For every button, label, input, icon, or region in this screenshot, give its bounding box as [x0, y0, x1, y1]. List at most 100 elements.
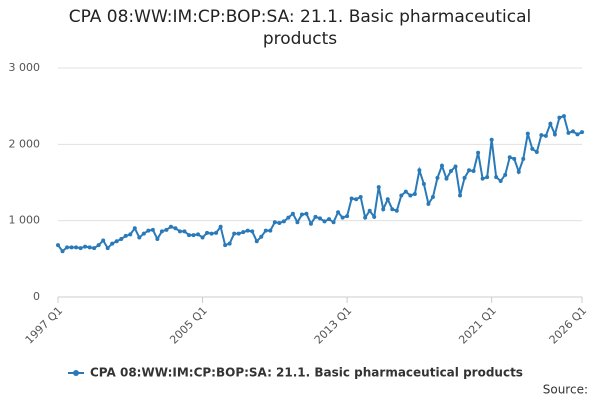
legend-marker: [73, 370, 79, 376]
point: [458, 193, 463, 198]
chart-title: CPA 08:WW:IM:CP:BOP:SA: 21.1. Basic phar…: [68, 7, 532, 49]
source: Source:: [543, 383, 588, 397]
point: [313, 214, 318, 219]
point: [128, 232, 133, 237]
point: [146, 228, 151, 233]
point: [137, 235, 142, 240]
point: [426, 201, 431, 206]
point: [543, 133, 548, 138]
point: [241, 230, 246, 235]
point: [60, 249, 65, 254]
point: [399, 193, 404, 198]
point: [191, 233, 196, 238]
y-tick-label: 3 000: [9, 61, 41, 74]
point: [132, 226, 137, 231]
point: [539, 133, 544, 138]
point: [318, 216, 322, 221]
line: [57, 114, 583, 253]
point: [200, 235, 205, 240]
x-tick-label: 2026 Q1: [547, 304, 590, 347]
point: [281, 219, 286, 224]
point: [349, 196, 354, 201]
point: [412, 191, 417, 196]
point: [376, 185, 381, 190]
point: [83, 244, 88, 249]
point: [336, 210, 341, 215]
point: [245, 228, 250, 233]
point: [503, 172, 508, 177]
point: [462, 175, 467, 180]
point: [530, 146, 535, 151]
y-tick-label: 2 000: [9, 137, 41, 150]
point: [65, 245, 70, 250]
point: [96, 243, 101, 248]
point: [295, 220, 300, 225]
point: [232, 231, 237, 236]
point: [435, 175, 440, 180]
point: [345, 214, 350, 219]
point: [327, 217, 332, 222]
point: [259, 234, 264, 239]
point: [299, 212, 304, 217]
point: [570, 129, 575, 134]
point: [304, 211, 309, 216]
point: [367, 208, 372, 213]
point: [92, 246, 97, 251]
point: [290, 211, 295, 216]
point: [390, 207, 395, 212]
point: [205, 230, 210, 235]
point: [168, 224, 173, 229]
point: [480, 176, 485, 181]
point: [557, 115, 562, 120]
point: [308, 221, 313, 226]
point: [150, 227, 155, 232]
y-tick-label: 0: [33, 290, 40, 303]
point: [218, 224, 223, 229]
point: [141, 231, 146, 236]
point: [561, 114, 566, 119]
point: [476, 150, 481, 155]
point: [340, 215, 345, 220]
point: [250, 229, 255, 234]
point: [575, 132, 580, 137]
point: [421, 182, 426, 187]
point: [182, 229, 187, 234]
point: [101, 238, 106, 243]
point: [449, 169, 453, 174]
point: [525, 131, 530, 136]
point: [196, 232, 201, 237]
point: [119, 236, 124, 241]
point: [114, 239, 119, 244]
point: [123, 233, 128, 238]
point: [534, 149, 539, 154]
point: [110, 241, 115, 246]
legend-label: CPA 08:WW:IM:CP:BOP:SA: 21.1. Basic phar…: [90, 366, 523, 380]
point: [187, 233, 191, 238]
point: [74, 245, 79, 250]
x-tick-label: 1997 Q1: [23, 304, 66, 347]
point: [394, 208, 399, 213]
point: [322, 219, 327, 224]
point: [363, 215, 368, 220]
point: [69, 245, 74, 250]
point: [417, 168, 422, 173]
point: [331, 220, 336, 225]
point: [105, 246, 110, 251]
x-tick-label: 2013 Q1: [312, 304, 355, 347]
point: [430, 195, 435, 200]
point: [372, 214, 377, 219]
point: [552, 132, 557, 137]
point: [164, 227, 169, 232]
point: [236, 231, 241, 236]
point: [516, 169, 521, 174]
point: [87, 245, 92, 250]
point: [277, 220, 282, 225]
point: [223, 243, 228, 248]
point: [494, 175, 499, 180]
point: [177, 229, 182, 234]
point: [286, 215, 291, 220]
point: [566, 130, 571, 135]
point: [173, 226, 178, 231]
point: [403, 189, 408, 194]
